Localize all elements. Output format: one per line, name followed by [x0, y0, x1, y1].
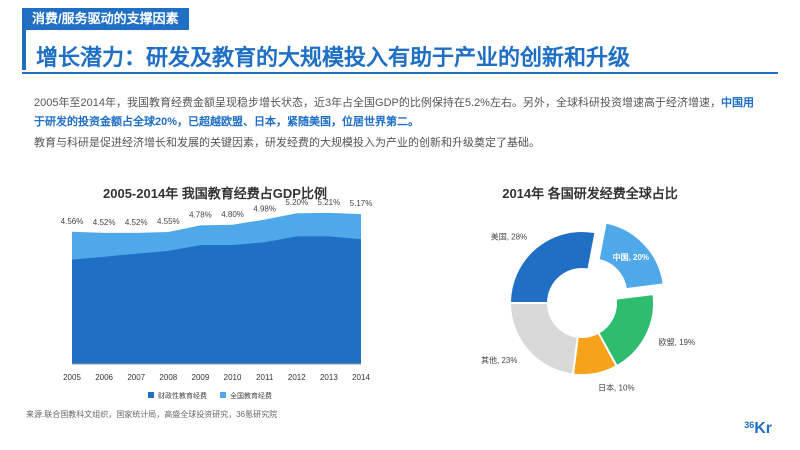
pie-slice	[508, 302, 579, 376]
source-note: 来源:联合国教科文组织，国家统计局，高盛全球投资研究，36氪研究院	[26, 410, 278, 419]
intro-highlight: 中国用于研发的投资金额占全球20%，已超越欧盟、日本，紧随美国，位居世界第二。	[34, 97, 754, 128]
x-tick-label: 2011	[256, 373, 274, 382]
pie-label: 中国, 20%	[613, 252, 649, 262]
data-label: 4.80%	[221, 210, 244, 219]
legend-label: 全国教育经费	[230, 391, 272, 400]
x-tick-label: 2012	[288, 373, 306, 382]
section-tag: 消费/服务驱动的支撑因素	[22, 8, 189, 30]
data-label: 4.55%	[157, 217, 180, 226]
legend-swatch	[148, 392, 154, 398]
data-label: 5.20%	[285, 198, 308, 207]
title-divider	[22, 72, 778, 74]
x-tick-label: 2006	[95, 373, 113, 382]
data-label: 4.98%	[253, 205, 276, 214]
title-accent-bar	[22, 8, 26, 70]
legend-label: 财政性教育经费	[158, 391, 207, 400]
intro-paragraph: 2005年至2014年，我国教育经费金额呈现稳步增长状态，近3年占全国GDP的比…	[34, 94, 764, 132]
x-tick-label: 2007	[127, 373, 145, 382]
data-label: 4.52%	[93, 218, 116, 227]
logo-number: 36	[744, 420, 755, 430]
pie-label: 其他, 23%	[481, 355, 517, 365]
pie-chart-title: 2014年 各国研发经费全球占比	[502, 186, 678, 201]
pie-slice	[597, 221, 665, 291]
pie-label: 欧盟, 19%	[659, 337, 695, 347]
legend-swatch	[220, 392, 226, 398]
brand-logo: 36Kr	[744, 420, 772, 438]
pie-slice	[508, 230, 597, 304]
x-tick-label: 2008	[159, 373, 177, 382]
x-tick-label: 2009	[192, 373, 210, 382]
data-label: 4.56%	[61, 217, 84, 226]
pie-label: 日本, 10%	[598, 382, 634, 392]
data-label: 4.78%	[189, 210, 212, 219]
x-tick-label: 2014	[352, 373, 370, 382]
data-label: 5.17%	[350, 199, 373, 208]
data-label: 4.52%	[125, 218, 148, 227]
pie-label: 美国, 28%	[491, 232, 527, 242]
page-title: 增长潜力：研发及教育的大规模投入有助于产业的创新和升级	[36, 45, 631, 70]
intro-text: 2005年至2014年，我国教育经费金额呈现稳步增长状态，近3年占全国GDP的比…	[34, 97, 721, 109]
data-label: 5.21%	[318, 198, 341, 207]
area-fiscal	[72, 236, 361, 364]
area-chart-title: 2005-2014年 我国教育经费占GDP比例	[103, 186, 327, 201]
area-chart: 2005 4.56% 2006 4.52% 2007 4.52% 2008 4.55% 2009…	[61, 198, 373, 400]
x-tick-label: 2013	[320, 373, 338, 382]
conclusion-paragraph: 教育与科研是促进经济增长和发展的关键因素，研发经费的大规模投入为产业的创新和升级…	[34, 137, 540, 149]
logo-text: Kr	[754, 420, 772, 437]
pie-chart: 中国, 20% 欧盟, 19% 日本, 10% 其他, 23% 美国, 28%	[481, 221, 695, 392]
x-tick-label: 2010	[224, 373, 242, 382]
x-tick-label: 2005	[63, 373, 81, 382]
